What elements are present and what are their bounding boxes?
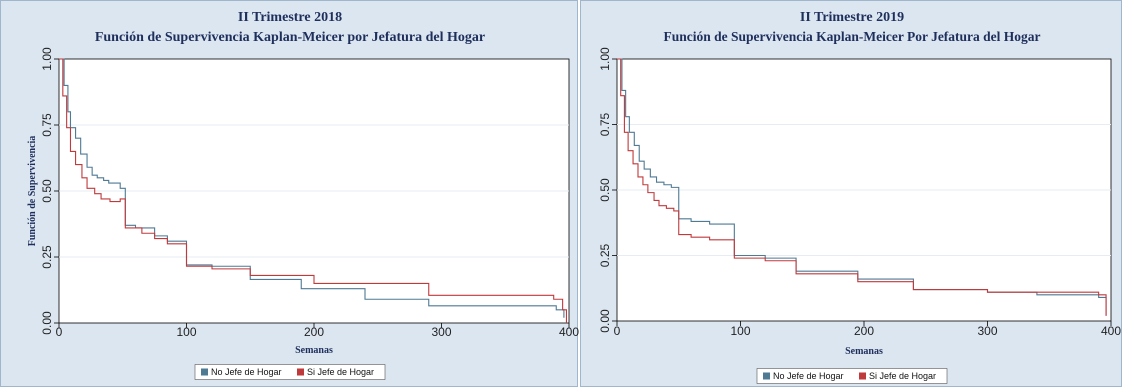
- legend-label: No Jefe de Hogar: [773, 371, 844, 381]
- legend-label: No Jefe de Hogar: [211, 367, 282, 377]
- chart-panel-2019: II Trimestre 2019 Función de Supervivenci…: [580, 0, 1122, 387]
- x-tick-label: 100: [176, 325, 196, 339]
- chart-title: II Trimestre 2018: [238, 10, 342, 25]
- y-tick-label: 0.25: [598, 243, 612, 267]
- x-tick-label: 400: [1101, 324, 1121, 338]
- x-tick-label: 300: [977, 324, 997, 338]
- x-axis-label: Semanas: [845, 346, 883, 357]
- y-tick-label: 1.00: [598, 47, 612, 71]
- legend-swatch: [201, 368, 208, 376]
- legend-label: Si Jefe de Hogar: [869, 371, 936, 381]
- y-tick-label: 0.75: [598, 112, 612, 136]
- y-tick-label: 0.50: [598, 178, 612, 202]
- chart-subtitle: Función de Supervivencia Kaplan-Meicer p…: [95, 30, 485, 45]
- x-tick-label: 200: [304, 325, 324, 339]
- y-tick-label: 0.50: [40, 179, 54, 203]
- chart-title: II Trimestre 2019: [800, 10, 904, 25]
- legend: [194, 364, 386, 380]
- y-tick-label: 0.00: [598, 309, 612, 333]
- y-axis-label: Función de Supervivencia: [27, 136, 38, 247]
- x-tick-label: 0: [614, 324, 621, 338]
- series-line-si-jefe: [617, 58, 1107, 316]
- legend-swatch: [763, 372, 770, 380]
- x-tick-label: 400: [559, 325, 579, 339]
- chart-2019: II Trimestre 2019 Función de Supervivenci…: [598, 10, 1121, 384]
- series-line-no-jefe: [59, 58, 565, 318]
- legend-label: Si Jefe de Hogar: [307, 367, 374, 377]
- x-tick-label: 200: [854, 324, 874, 338]
- legend-swatch: [297, 368, 304, 376]
- chart-subtitle: Función de Supervivencia Kaplan-Meicer P…: [663, 29, 1040, 44]
- chart-panel-2018: II Trimestre 2018 Función de Supervivenci…: [0, 0, 579, 387]
- series-line-si-jefe: [59, 58, 567, 323]
- x-tick-label: 100: [730, 324, 750, 338]
- x-tick-label: 300: [431, 325, 451, 339]
- legend-swatch: [859, 372, 866, 380]
- y-tick-label: 0.00: [40, 311, 54, 335]
- legend: [756, 368, 948, 384]
- y-tick-label: 0.25: [40, 245, 54, 269]
- y-tick-label: 1.00: [40, 47, 54, 71]
- x-axis-label: Semanas: [295, 345, 333, 356]
- chart-2018: II Trimestre 2018 Función de Supervivenci…: [27, 10, 579, 380]
- y-tick-label: 0.75: [40, 113, 54, 137]
- x-tick-label: 0: [56, 325, 63, 339]
